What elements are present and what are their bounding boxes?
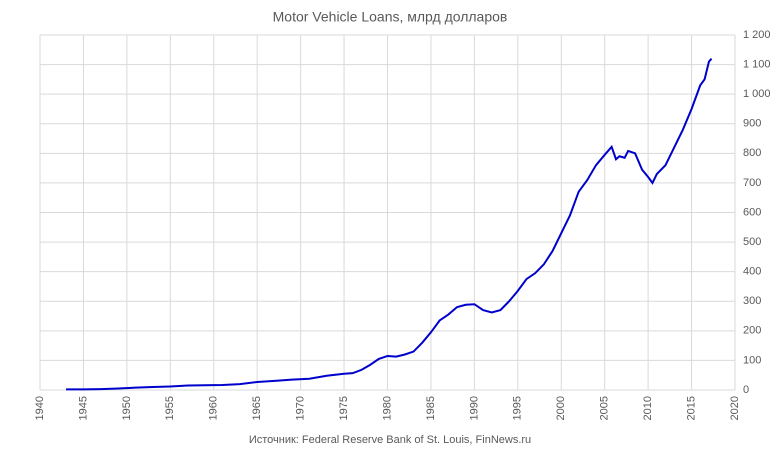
y-tick-label: 500	[743, 236, 761, 248]
x-tick-label: 1940	[34, 396, 46, 420]
x-tick-label: 1945	[77, 396, 89, 420]
y-tick-label: 900	[743, 118, 761, 130]
y-tick-label: 300	[743, 295, 761, 307]
x-tick-label: 2000	[555, 396, 567, 420]
x-tick-label: 1960	[208, 396, 220, 420]
y-tick-label: 1 100	[743, 58, 771, 70]
x-tick-label: 1990	[468, 396, 480, 420]
x-tick-label: 2005	[599, 396, 611, 420]
y-tick-label: 1 000	[743, 88, 771, 100]
y-tick-label: 400	[743, 266, 761, 278]
y-tick-label: 1 200	[743, 29, 771, 41]
y-tick-label: 200	[743, 325, 761, 337]
x-tick-label: 1995	[512, 396, 524, 420]
y-tick-label: 0	[743, 384, 749, 396]
x-tick-label: 2015	[685, 396, 697, 420]
x-tick-label: 1950	[121, 396, 133, 420]
x-tick-label: 1965	[251, 396, 263, 420]
y-tick-label: 100	[743, 354, 761, 366]
source: Источник: Federal Reserve Bank of St. Lo…	[249, 434, 531, 446]
x-tick-label: 1970	[295, 396, 307, 420]
x-tick-label: 1980	[381, 396, 393, 420]
y-tick-label: 800	[743, 147, 761, 159]
x-tick-label: 1975	[338, 396, 350, 420]
x-tick-label: 2020	[729, 396, 741, 420]
y-tick-label: 600	[743, 206, 761, 218]
data-line	[66, 58, 713, 391]
x-tick-label: 1985	[425, 396, 437, 420]
y-tick-label: 700	[743, 177, 761, 189]
x-tick-label: 1955	[164, 396, 176, 420]
chart-title: Motor Vehicle Loans, млрд долларов	[273, 9, 508, 25]
x-tick-label: 2010	[642, 396, 654, 420]
